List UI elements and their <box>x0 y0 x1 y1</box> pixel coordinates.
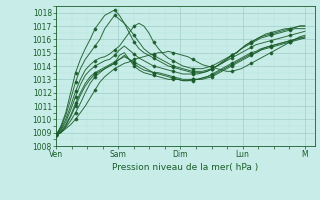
X-axis label: Pression niveau de la mer( hPa ): Pression niveau de la mer( hPa ) <box>112 163 259 172</box>
